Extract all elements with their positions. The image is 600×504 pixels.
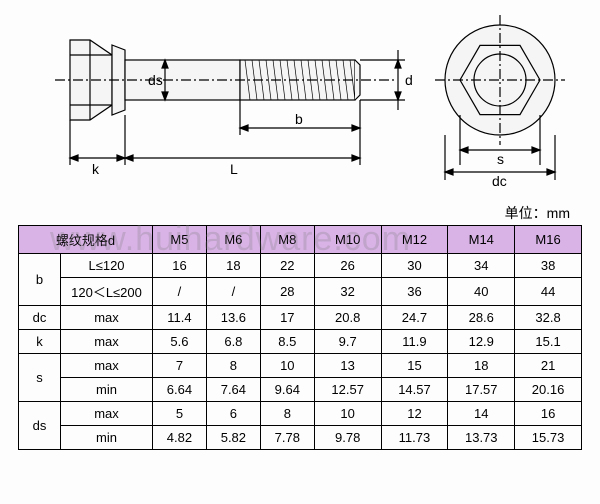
diagram-svg: ds d b L k s dc	[0, 0, 600, 225]
value-cell: 8.5	[260, 330, 314, 354]
value-cell: 10	[314, 402, 381, 426]
size-header: M8	[260, 226, 314, 254]
value-cell: 40	[448, 278, 515, 306]
label-dc: dc	[492, 173, 507, 189]
value-cell: 16	[153, 254, 207, 278]
value-cell: 32.8	[515, 306, 582, 330]
value-cell: 6.8	[206, 330, 260, 354]
sub-cell: max	[61, 330, 153, 354]
sub-cell: min	[61, 378, 153, 402]
value-cell: 11.4	[153, 306, 207, 330]
value-cell: 17.57	[448, 378, 515, 402]
value-cell: 12.57	[314, 378, 381, 402]
value-cell: 9.64	[260, 378, 314, 402]
value-cell: 4.82	[153, 426, 207, 450]
value-cell: 17	[260, 306, 314, 330]
group-cell: ds	[19, 402, 61, 450]
sub-cell: max	[61, 354, 153, 378]
size-header: M16	[515, 226, 582, 254]
value-cell: 5.82	[206, 426, 260, 450]
group-cell: dc	[19, 306, 61, 330]
group-cell: s	[19, 354, 61, 402]
label-ds: ds	[148, 72, 163, 88]
value-cell: 7.64	[206, 378, 260, 402]
value-cell: 15	[381, 354, 448, 378]
unit-label: 单位：mm	[505, 203, 570, 223]
value-cell: 7	[153, 354, 207, 378]
size-header: M12	[381, 226, 448, 254]
value-cell: 18	[448, 354, 515, 378]
value-cell: /	[206, 278, 260, 306]
value-cell: 20.16	[515, 378, 582, 402]
value-cell: 20.8	[314, 306, 381, 330]
value-cell: 21	[515, 354, 582, 378]
size-header: M14	[448, 226, 515, 254]
value-cell: 12	[381, 402, 448, 426]
value-cell: 22	[260, 254, 314, 278]
value-cell: 6	[206, 402, 260, 426]
value-cell: 7.78	[260, 426, 314, 450]
size-header: M5	[153, 226, 207, 254]
value-cell: 5	[153, 402, 207, 426]
value-cell: 38	[515, 254, 582, 278]
value-cell: 14	[448, 402, 515, 426]
header-label-cell: 螺纹规格d	[19, 226, 153, 254]
label-L: L	[230, 161, 238, 177]
value-cell: 36	[381, 278, 448, 306]
value-cell: 8	[260, 402, 314, 426]
value-cell: /	[153, 278, 207, 306]
value-cell: 44	[515, 278, 582, 306]
group-cell: k	[19, 330, 61, 354]
value-cell: 26	[314, 254, 381, 278]
value-cell: 14.57	[381, 378, 448, 402]
value-cell: 13.73	[448, 426, 515, 450]
value-cell: 13	[314, 354, 381, 378]
size-header: M6	[206, 226, 260, 254]
value-cell: 28.6	[448, 306, 515, 330]
value-cell: 15.73	[515, 426, 582, 450]
group-cell: b	[19, 254, 61, 306]
label-b: b	[295, 111, 303, 127]
size-header: M10	[314, 226, 381, 254]
label-s: s	[497, 151, 504, 167]
value-cell: 8	[206, 354, 260, 378]
value-cell: 11.73	[381, 426, 448, 450]
sub-cell: 120＜L≤200	[61, 278, 153, 306]
bolt-diagram: ds d b L k s dc 单位：mm	[0, 0, 600, 225]
sub-cell: max	[61, 402, 153, 426]
value-cell: 18	[206, 254, 260, 278]
sub-cell: max	[61, 306, 153, 330]
value-cell: 6.64	[153, 378, 207, 402]
value-cell: 16	[515, 402, 582, 426]
value-cell: 5.6	[153, 330, 207, 354]
value-cell: 32	[314, 278, 381, 306]
spec-table: 螺纹规格dM5M6M8M10M12M14M16bL≤12016182226303…	[18, 225, 582, 450]
value-cell: 9.78	[314, 426, 381, 450]
value-cell: 11.9	[381, 330, 448, 354]
label-k: k	[92, 161, 100, 177]
value-cell: 34	[448, 254, 515, 278]
value-cell: 15.1	[515, 330, 582, 354]
value-cell: 9.7	[314, 330, 381, 354]
value-cell: 30	[381, 254, 448, 278]
value-cell: 12.9	[448, 330, 515, 354]
value-cell: 10	[260, 354, 314, 378]
sub-cell: min	[61, 426, 153, 450]
label-d: d	[405, 72, 413, 88]
value-cell: 13.6	[206, 306, 260, 330]
sub-cell: L≤120	[61, 254, 153, 278]
value-cell: 28	[260, 278, 314, 306]
value-cell: 24.7	[381, 306, 448, 330]
